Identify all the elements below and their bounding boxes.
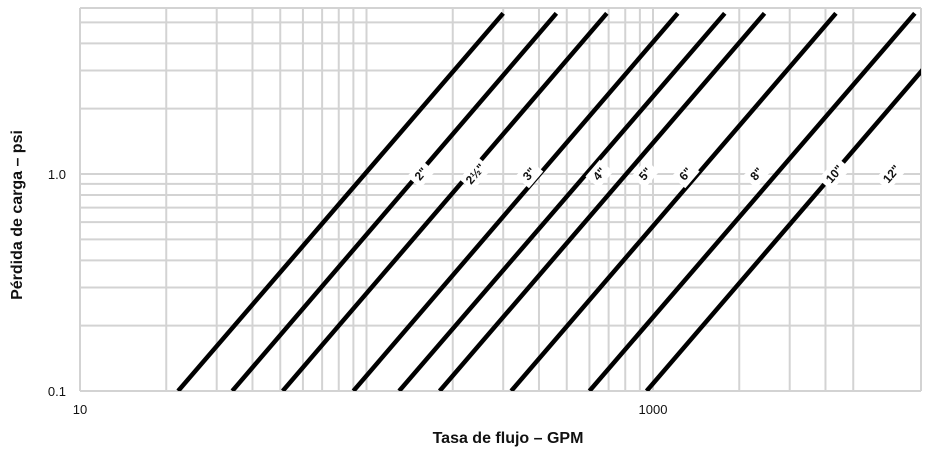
series-line bbox=[351, 11, 680, 391]
series-label-bg bbox=[459, 157, 492, 191]
y-axis-title: Pérdida de carga – psi bbox=[9, 130, 26, 300]
series-label-group: 12" bbox=[875, 157, 908, 191]
series-label-bg bbox=[515, 159, 544, 189]
series-label-group: 5" bbox=[631, 159, 660, 189]
tick-labels: 10 1000 0.1 1.0 bbox=[48, 167, 668, 417]
series-line bbox=[281, 11, 609, 391]
series-line bbox=[644, 68, 921, 391]
x-tick-label: 1000 bbox=[639, 402, 668, 417]
series-line bbox=[176, 11, 505, 391]
grid bbox=[79, 7, 922, 392]
series-label-bg bbox=[631, 159, 660, 189]
series-label-bg bbox=[585, 159, 614, 189]
series-label-group: 4" bbox=[585, 159, 614, 189]
series-line bbox=[509, 11, 838, 391]
series-label-group: 6" bbox=[671, 159, 700, 189]
x-tick-label: 10 bbox=[73, 402, 87, 417]
series-label-group: 10" bbox=[818, 157, 851, 191]
series-label-bg bbox=[875, 157, 908, 191]
series-lines bbox=[176, 11, 921, 391]
series-line bbox=[587, 11, 917, 391]
series-label-group: 2" bbox=[407, 159, 436, 189]
series-line bbox=[230, 11, 559, 391]
x-axis-title: Tasa de flujo – GPM bbox=[433, 430, 584, 447]
series-label-bg bbox=[742, 159, 771, 189]
series-labels: 2" 2½" 3" 4" 5" 6" 8" 10" 12" bbox=[407, 157, 908, 191]
y-tick-label: 1.0 bbox=[48, 167, 66, 182]
series-label-bg bbox=[818, 157, 851, 191]
series-label-group: 3" bbox=[515, 159, 544, 189]
series-line bbox=[437, 11, 767, 391]
series-label-group: 2½" bbox=[459, 157, 492, 191]
series-label-group: 8" bbox=[742, 159, 771, 189]
series-label-bg bbox=[671, 159, 700, 189]
series-line bbox=[397, 11, 727, 391]
y-tick-label: 0.1 bbox=[48, 384, 66, 399]
series-label-bg bbox=[407, 159, 436, 189]
